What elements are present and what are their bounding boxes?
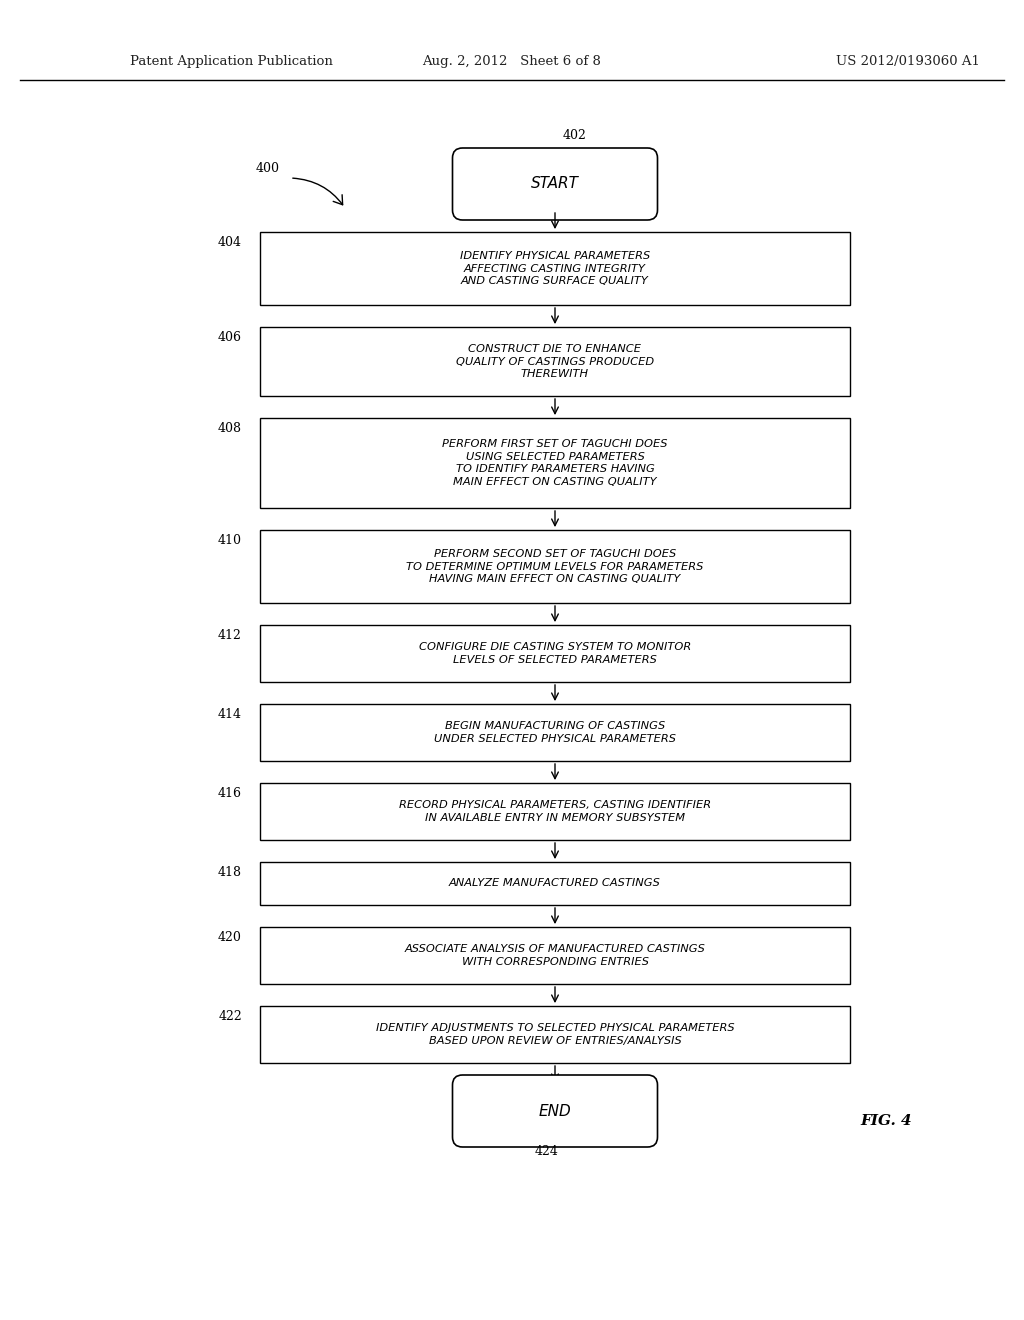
Text: US 2012/0193060 A1: US 2012/0193060 A1: [837, 55, 980, 69]
FancyBboxPatch shape: [260, 1006, 850, 1063]
Text: 404: 404: [218, 236, 242, 249]
FancyBboxPatch shape: [260, 531, 850, 603]
Text: BEGIN MANUFACTURING OF CASTINGS
UNDER SELECTED PHYSICAL PARAMETERS: BEGIN MANUFACTURING OF CASTINGS UNDER SE…: [434, 721, 676, 744]
FancyBboxPatch shape: [260, 927, 850, 983]
Text: FIG. 4: FIG. 4: [860, 1114, 911, 1129]
Text: ANALYZE MANUFACTURED CASTINGS: ANALYZE MANUFACTURED CASTINGS: [450, 879, 660, 888]
Text: 406: 406: [218, 331, 242, 345]
FancyBboxPatch shape: [260, 418, 850, 508]
Text: 402: 402: [563, 129, 587, 143]
FancyBboxPatch shape: [260, 624, 850, 682]
Text: ASSOCIATE ANALYSIS OF MANUFACTURED CASTINGS
WITH CORRESPONDING ENTRIES: ASSOCIATE ANALYSIS OF MANUFACTURED CASTI…: [404, 944, 706, 966]
Text: PERFORM FIRST SET OF TAGUCHI DOES
USING SELECTED PARAMETERS
TO IDENTIFY PARAMETE: PERFORM FIRST SET OF TAGUCHI DOES USING …: [442, 438, 668, 487]
Text: CONFIGURE DIE CASTING SYSTEM TO MONITOR
LEVELS OF SELECTED PARAMETERS: CONFIGURE DIE CASTING SYSTEM TO MONITOR …: [419, 642, 691, 665]
Text: 412: 412: [218, 630, 242, 642]
Text: RECORD PHYSICAL PARAMETERS, CASTING IDENTIFIER
IN AVAILABLE ENTRY IN MEMORY SUBS: RECORD PHYSICAL PARAMETERS, CASTING IDEN…: [399, 800, 711, 822]
FancyBboxPatch shape: [260, 704, 850, 762]
FancyBboxPatch shape: [453, 1074, 657, 1147]
FancyBboxPatch shape: [260, 232, 850, 305]
FancyBboxPatch shape: [453, 148, 657, 220]
Text: 410: 410: [218, 535, 242, 546]
FancyBboxPatch shape: [260, 327, 850, 396]
Text: Patent Application Publication: Patent Application Publication: [130, 55, 333, 69]
FancyArrowPatch shape: [293, 178, 343, 205]
Text: Aug. 2, 2012   Sheet 6 of 8: Aug. 2, 2012 Sheet 6 of 8: [423, 55, 601, 69]
Text: 400: 400: [256, 161, 280, 174]
Text: PERFORM SECOND SET OF TAGUCHI DOES
TO DETERMINE OPTIMUM LEVELS FOR PARAMETERS
HA: PERFORM SECOND SET OF TAGUCHI DOES TO DE…: [407, 549, 703, 585]
Text: 422: 422: [218, 1010, 242, 1023]
FancyBboxPatch shape: [260, 862, 850, 906]
Text: 418: 418: [218, 866, 242, 879]
Text: END: END: [539, 1104, 571, 1118]
FancyBboxPatch shape: [260, 783, 850, 840]
Text: 408: 408: [218, 422, 242, 436]
Text: 420: 420: [218, 931, 242, 944]
Text: 424: 424: [535, 1144, 559, 1158]
Text: 414: 414: [218, 708, 242, 721]
Text: START: START: [531, 177, 579, 191]
Text: 416: 416: [218, 787, 242, 800]
Text: IDENTIFY PHYSICAL PARAMETERS
AFFECTING CASTING INTEGRITY
AND CASTING SURFACE QUA: IDENTIFY PHYSICAL PARAMETERS AFFECTING C…: [460, 251, 650, 286]
Text: IDENTIFY ADJUSTMENTS TO SELECTED PHYSICAL PARAMETERS
BASED UPON REVIEW OF ENTRIE: IDENTIFY ADJUSTMENTS TO SELECTED PHYSICA…: [376, 1023, 734, 1045]
Text: CONSTRUCT DIE TO ENHANCE
QUALITY OF CASTINGS PRODUCED
THEREWITH: CONSTRUCT DIE TO ENHANCE QUALITY OF CAST…: [456, 343, 654, 379]
